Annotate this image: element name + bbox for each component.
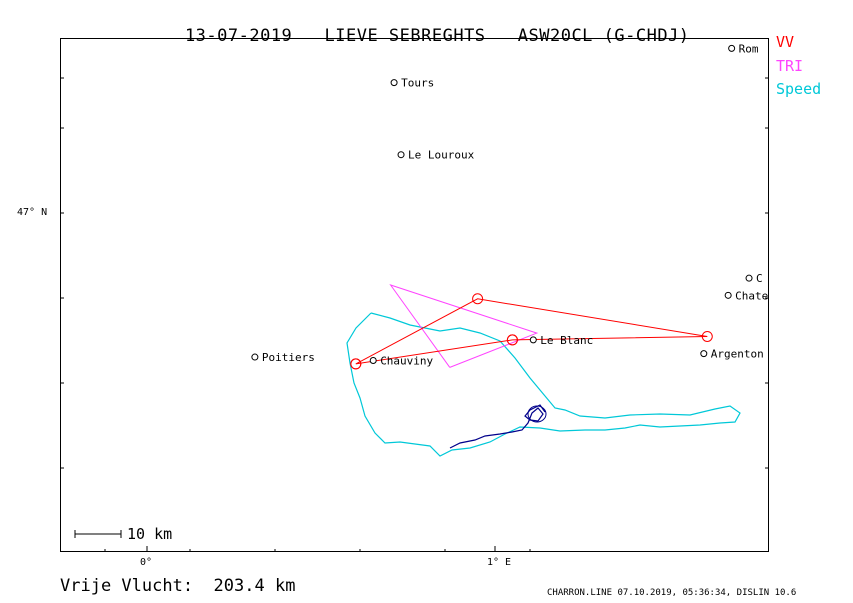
map-area: Tours Le Louroux Rom C Chateau Poitiers Chauvi…: [60, 38, 769, 552]
town-markers: Tours Le Louroux Rom C Chateau Poitiers Chauvi…: [251, 42, 769, 367]
speed-track-line: [346, 312, 741, 457]
tri-route-line: [389, 284, 539, 368]
map-frame: [60, 38, 769, 552]
vv-turnpoint: [472, 293, 484, 305]
town-marker: [251, 353, 259, 361]
lon-label-1: 1° E: [487, 557, 512, 568]
legend-tri: TRI: [776, 57, 804, 75]
local-track-line: [449, 404, 546, 449]
axis-ticks: [60, 77, 769, 552]
town-marker: [728, 44, 736, 52]
town-label: Chauviny: [380, 354, 433, 367]
town-label: Rom: [739, 42, 759, 55]
map-title: 13-07-2019 LIEVE SEBREGHTS ASW20CL (G-CH…: [0, 6, 853, 46]
town-marker: [724, 291, 732, 299]
town-label: Le Blanc: [540, 334, 593, 347]
map-canvas: Tours Le Louroux Rom C Chateau Poitiers Chauvi…: [60, 38, 769, 552]
town-label: C: [756, 272, 763, 285]
vv-turnpoint: [701, 330, 713, 342]
thermal-circle: [527, 405, 547, 423]
distance-summary: Vrije Vlucht: 203.4 km: [60, 576, 295, 596]
speed-track: [346, 312, 741, 457]
scale-bar-label: 10 km: [127, 525, 172, 543]
town-label: Argenton: [711, 348, 764, 361]
legend-speed: Speed: [776, 80, 822, 98]
town-marker: [700, 350, 708, 358]
glider-name: ASW20CL (G-CHDJ): [517, 26, 690, 46]
town-label: Le Louroux: [408, 149, 475, 162]
lon-label-0: 0°: [140, 557, 153, 568]
town-label: Tours: [401, 77, 434, 90]
footer-info: CHARRON.LINE 07.10.2019, 05:36:34, DISLI…: [547, 588, 797, 598]
flight-date: 13-07-2019: [184, 26, 293, 46]
town-label: Poitiers: [262, 351, 315, 364]
lat-label: 47° N: [17, 207, 48, 218]
vv-route: [350, 293, 713, 370]
pilot-name: LIEVE SEBREGHTS: [324, 26, 486, 46]
local-track: [449, 404, 547, 449]
town-marker: [745, 274, 753, 282]
distance-value: 203.4 km: [213, 576, 296, 596]
legend-vv: VV: [776, 33, 795, 51]
town-marker: [529, 336, 537, 344]
town-marker: [390, 79, 398, 87]
distance-label: Vrije Vlucht:: [60, 576, 194, 596]
scale-bar: 10 km: [74, 525, 172, 543]
town-marker: [369, 356, 377, 364]
vv-turnpoint: [506, 334, 518, 346]
vv-turnpoint: [350, 358, 362, 370]
tri-route: [389, 284, 539, 368]
town-marker: [397, 151, 405, 159]
vv-route-line: [355, 298, 708, 365]
town-label: Chateau: [735, 289, 769, 302]
